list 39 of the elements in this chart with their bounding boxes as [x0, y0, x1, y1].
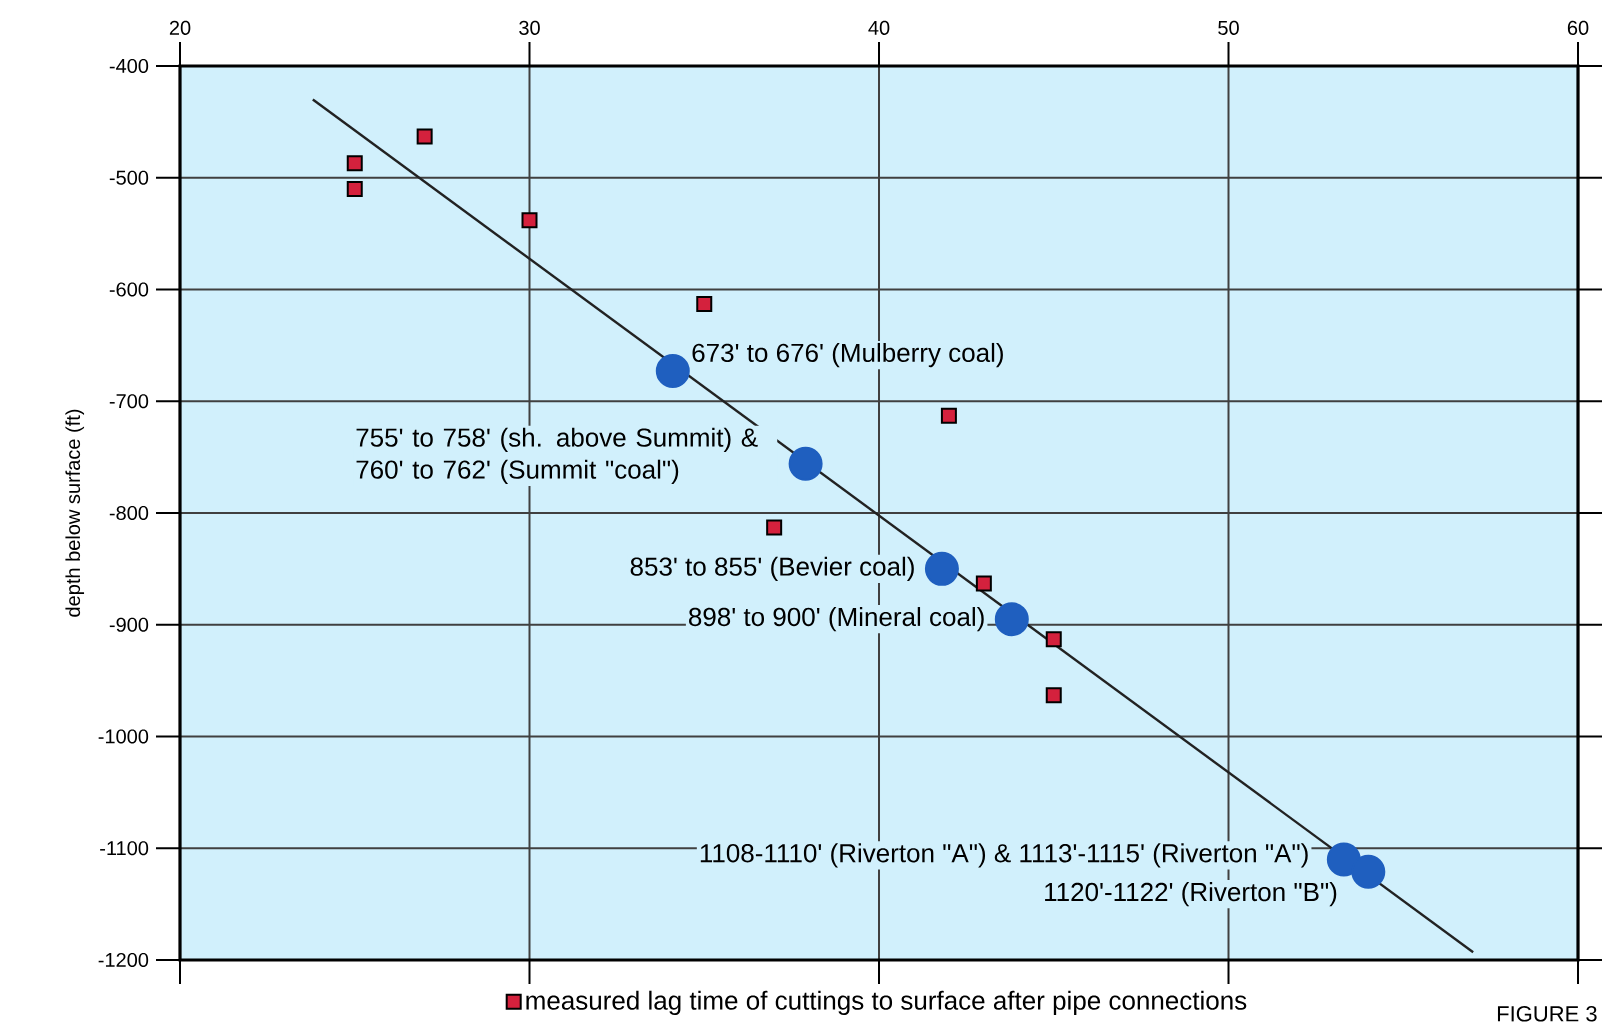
- annotation: 898' to 900' (Mineral coal): [689, 607, 984, 632]
- point: [1045, 687, 1062, 704]
- y-tick-label: -800: [109, 505, 149, 521]
- point: [766, 519, 783, 536]
- point: [346, 180, 363, 197]
- point: [1045, 631, 1062, 648]
- point: [975, 575, 992, 592]
- point: [1351, 854, 1386, 889]
- annotation: 755' to 758' (sh. above Summit) & 760' to 762' (Summit "coal"): [356, 427, 758, 484]
- x-tick-label: 30: [519, 20, 540, 35]
- point: [521, 212, 538, 229]
- y-tick-label: -600: [109, 282, 149, 297]
- y-axis-title: depth below surface (ft): [65, 409, 85, 617]
- point: [1326, 842, 1361, 877]
- x-tick-label: 20: [169, 20, 191, 35]
- y-tick-label: -1000: [98, 729, 149, 744]
- annotation: 1120'-1122' (Riverton "B"): [1045, 882, 1337, 907]
- x-tick-label: 40: [868, 20, 890, 35]
- y-tick-label: -1100: [100, 841, 149, 856]
- caption: FIGURE 3: [1497, 1006, 1597, 1022]
- x-tick-label: 50: [1218, 20, 1239, 35]
- y-tick-label: -1200: [98, 952, 149, 968]
- point: [994, 602, 1029, 637]
- point: [924, 551, 959, 586]
- point: [416, 128, 433, 145]
- x-tick-label: 60: [1567, 20, 1589, 35]
- point: [346, 155, 363, 172]
- y-tick-label: -900: [109, 617, 149, 632]
- y-tick-label: -500: [109, 170, 149, 185]
- point: [655, 354, 690, 389]
- annotation: 673' to 676' (Mulberry coal): [692, 342, 1003, 368]
- legend-label: measured lag time of cuttings to surface after pipe connections: [526, 990, 1247, 1015]
- annotation: 853' to 855' (Bevier coal): [630, 556, 914, 581]
- y-tick-label: -400: [109, 58, 149, 74]
- point: [696, 296, 713, 313]
- point: [940, 407, 957, 424]
- point: [788, 446, 823, 481]
- y-tick-label: -700: [109, 394, 149, 409]
- annotation: 1108-1110' (Riverton "A") & 1113'-1115' (Riverton "A"): [700, 843, 1308, 868]
